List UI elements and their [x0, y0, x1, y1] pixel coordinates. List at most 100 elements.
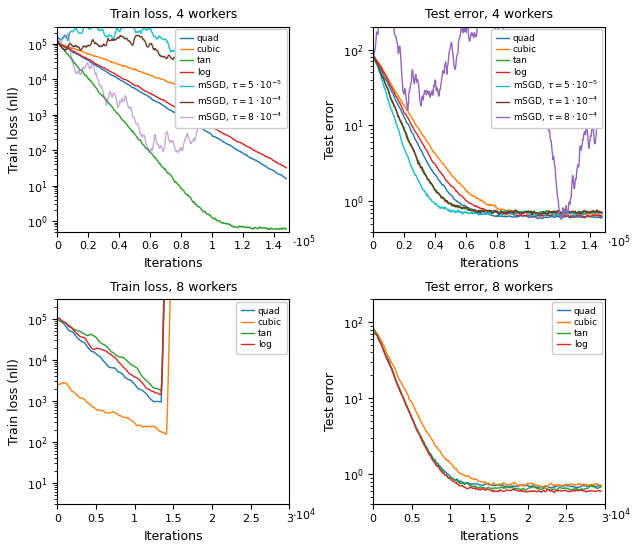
- log: [506, 210, 513, 217]
- log: [262, 250, 269, 257]
- mSGD, $\tau = 1 \cdot 10^{-4}$: [493, 208, 501, 214]
- quad: [157, 399, 165, 406]
- mSGD, $\tau = 1 \cdot 10^{-4}$: [529, 211, 536, 218]
- quad: [54, 39, 61, 45]
- log: [178, 107, 186, 114]
- quad: [262, 210, 269, 217]
- mSGD, $\tau = 8 \cdot 10^{-4}$: [557, 216, 565, 223]
- Line: cubic: cubic: [373, 57, 602, 215]
- cubic: [504, 482, 512, 488]
- mSGD, $\tau = 8 \cdot 10^{-4}$: [54, 33, 61, 40]
- cubic: [190, 88, 198, 94]
- log: [247, 234, 255, 241]
- mSGD, $\tau = 5 \cdot 10^{-5}$: [369, 57, 377, 63]
- Line: tan: tan: [373, 329, 601, 490]
- Line: tan: tan: [58, 41, 286, 230]
- cubic: [54, 381, 62, 388]
- cubic: [241, 105, 249, 112]
- log: [190, 191, 198, 197]
- X-axis label: Iterations: Iterations: [143, 257, 203, 270]
- tan: [282, 226, 290, 233]
- tan: [195, 204, 202, 210]
- log: [581, 213, 589, 220]
- tan: [505, 484, 513, 491]
- log: [54, 315, 61, 322]
- tan: [271, 226, 278, 233]
- mSGD, $\tau = 1 \cdot 10^{-4}$: [275, 84, 283, 90]
- quad: [598, 214, 606, 221]
- cubic: [163, 431, 170, 437]
- Line: log: log: [373, 55, 602, 217]
- cubic: [178, 84, 186, 90]
- quad: [54, 316, 61, 323]
- X-axis label: Iterations: Iterations: [460, 530, 519, 543]
- log: [370, 330, 378, 337]
- quad: [597, 482, 605, 489]
- Line: log: log: [373, 333, 601, 492]
- log: [282, 263, 289, 269]
- Line: tan: tan: [58, 199, 285, 391]
- Title: Test error, 8 workers: Test error, 8 workers: [425, 281, 553, 294]
- mSGD, $\tau = 8 \cdot 10^{-4}$: [163, 128, 170, 135]
- quad: [190, 157, 198, 164]
- Line: cubic: cubic: [373, 328, 601, 487]
- tan: [169, 196, 177, 202]
- log: [369, 51, 377, 58]
- X-axis label: Iterations: Iterations: [460, 257, 519, 270]
- Line: mSGD, $\tau = 5 \cdot 10^{-5}$: mSGD, $\tau = 5 \cdot 10^{-5}$: [58, 21, 286, 73]
- log: [563, 488, 570, 494]
- mSGD, $\tau = 5 \cdot 10^{-5}$: [480, 211, 488, 218]
- mSGD, $\tau = 5 \cdot 10^{-5}$: [593, 208, 601, 214]
- log: [157, 391, 164, 398]
- log: [478, 206, 486, 212]
- Line: mSGD, $\tau = 5 \cdot 10^{-5}$: mSGD, $\tau = 5 \cdot 10^{-5}$: [373, 58, 602, 216]
- tan: [282, 271, 289, 277]
- quad: [479, 210, 487, 217]
- quad: [557, 213, 565, 220]
- log: [54, 40, 61, 47]
- mSGD, $\tau = 8 \cdot 10^{-4}$: [558, 215, 566, 222]
- log: [493, 209, 501, 216]
- tan: [164, 170, 172, 176]
- log: [54, 315, 62, 322]
- Line: mSGD, $\tau = 1 \cdot 10^{-4}$: mSGD, $\tau = 1 \cdot 10^{-4}$: [373, 58, 602, 214]
- tan: [54, 37, 61, 44]
- mSGD, $\tau = 8 \cdot 10^{-4}$: [174, 149, 182, 155]
- tan: [277, 225, 285, 232]
- mSGD, $\tau = 1 \cdot 10^{-4}$: [54, 37, 61, 44]
- mSGD, $\tau = 5 \cdot 10^{-5}$: [282, 70, 290, 77]
- mSGD, $\tau = 1 \cdot 10^{-4}$: [369, 55, 377, 61]
- cubic: [479, 198, 487, 205]
- log: [190, 114, 198, 120]
- quad: [247, 196, 255, 202]
- log: [277, 161, 285, 168]
- cubic: [369, 54, 377, 61]
- mSGD, $\tau = 1 \cdot 10^{-4}$: [598, 209, 606, 216]
- mSGD, $\tau = 1 \cdot 10^{-4}$: [278, 82, 285, 89]
- quad: [191, 158, 198, 164]
- quad: [548, 485, 556, 491]
- Text: $\cdot10^4$: $\cdot10^4$: [292, 506, 316, 523]
- mSGD, $\tau = 5 \cdot 10^{-5}$: [558, 210, 566, 217]
- tan: [54, 316, 62, 323]
- quad: [369, 53, 377, 60]
- mSGD, $\tau = 8 \cdot 10^{-4}$: [179, 147, 186, 153]
- cubic: [563, 481, 570, 488]
- mSGD, $\tau = 1 \cdot 10^{-4}$: [178, 43, 186, 50]
- mSGD, $\tau = 1 \cdot 10^{-4}$: [506, 209, 513, 215]
- quad: [195, 159, 202, 166]
- Line: mSGD, $\tau = 8 \cdot 10^{-4}$: mSGD, $\tau = 8 \cdot 10^{-4}$: [373, 0, 602, 219]
- log: [598, 213, 606, 219]
- Text: $\cdot10^5$: $\cdot10^5$: [607, 234, 632, 250]
- log: [597, 488, 605, 494]
- Title: Train loss, 4 workers: Train loss, 4 workers: [109, 8, 237, 21]
- tan: [506, 209, 513, 216]
- tan: [493, 208, 501, 215]
- cubic: [194, 84, 202, 90]
- tan: [177, 185, 185, 192]
- tan: [190, 202, 198, 208]
- cubic: [478, 197, 486, 204]
- Line: quad: quad: [58, 42, 286, 179]
- mSGD, $\tau = 8 \cdot 10^{-4}$: [164, 131, 172, 138]
- mSGD, $\tau = 5 \cdot 10^{-5}$: [277, 68, 285, 75]
